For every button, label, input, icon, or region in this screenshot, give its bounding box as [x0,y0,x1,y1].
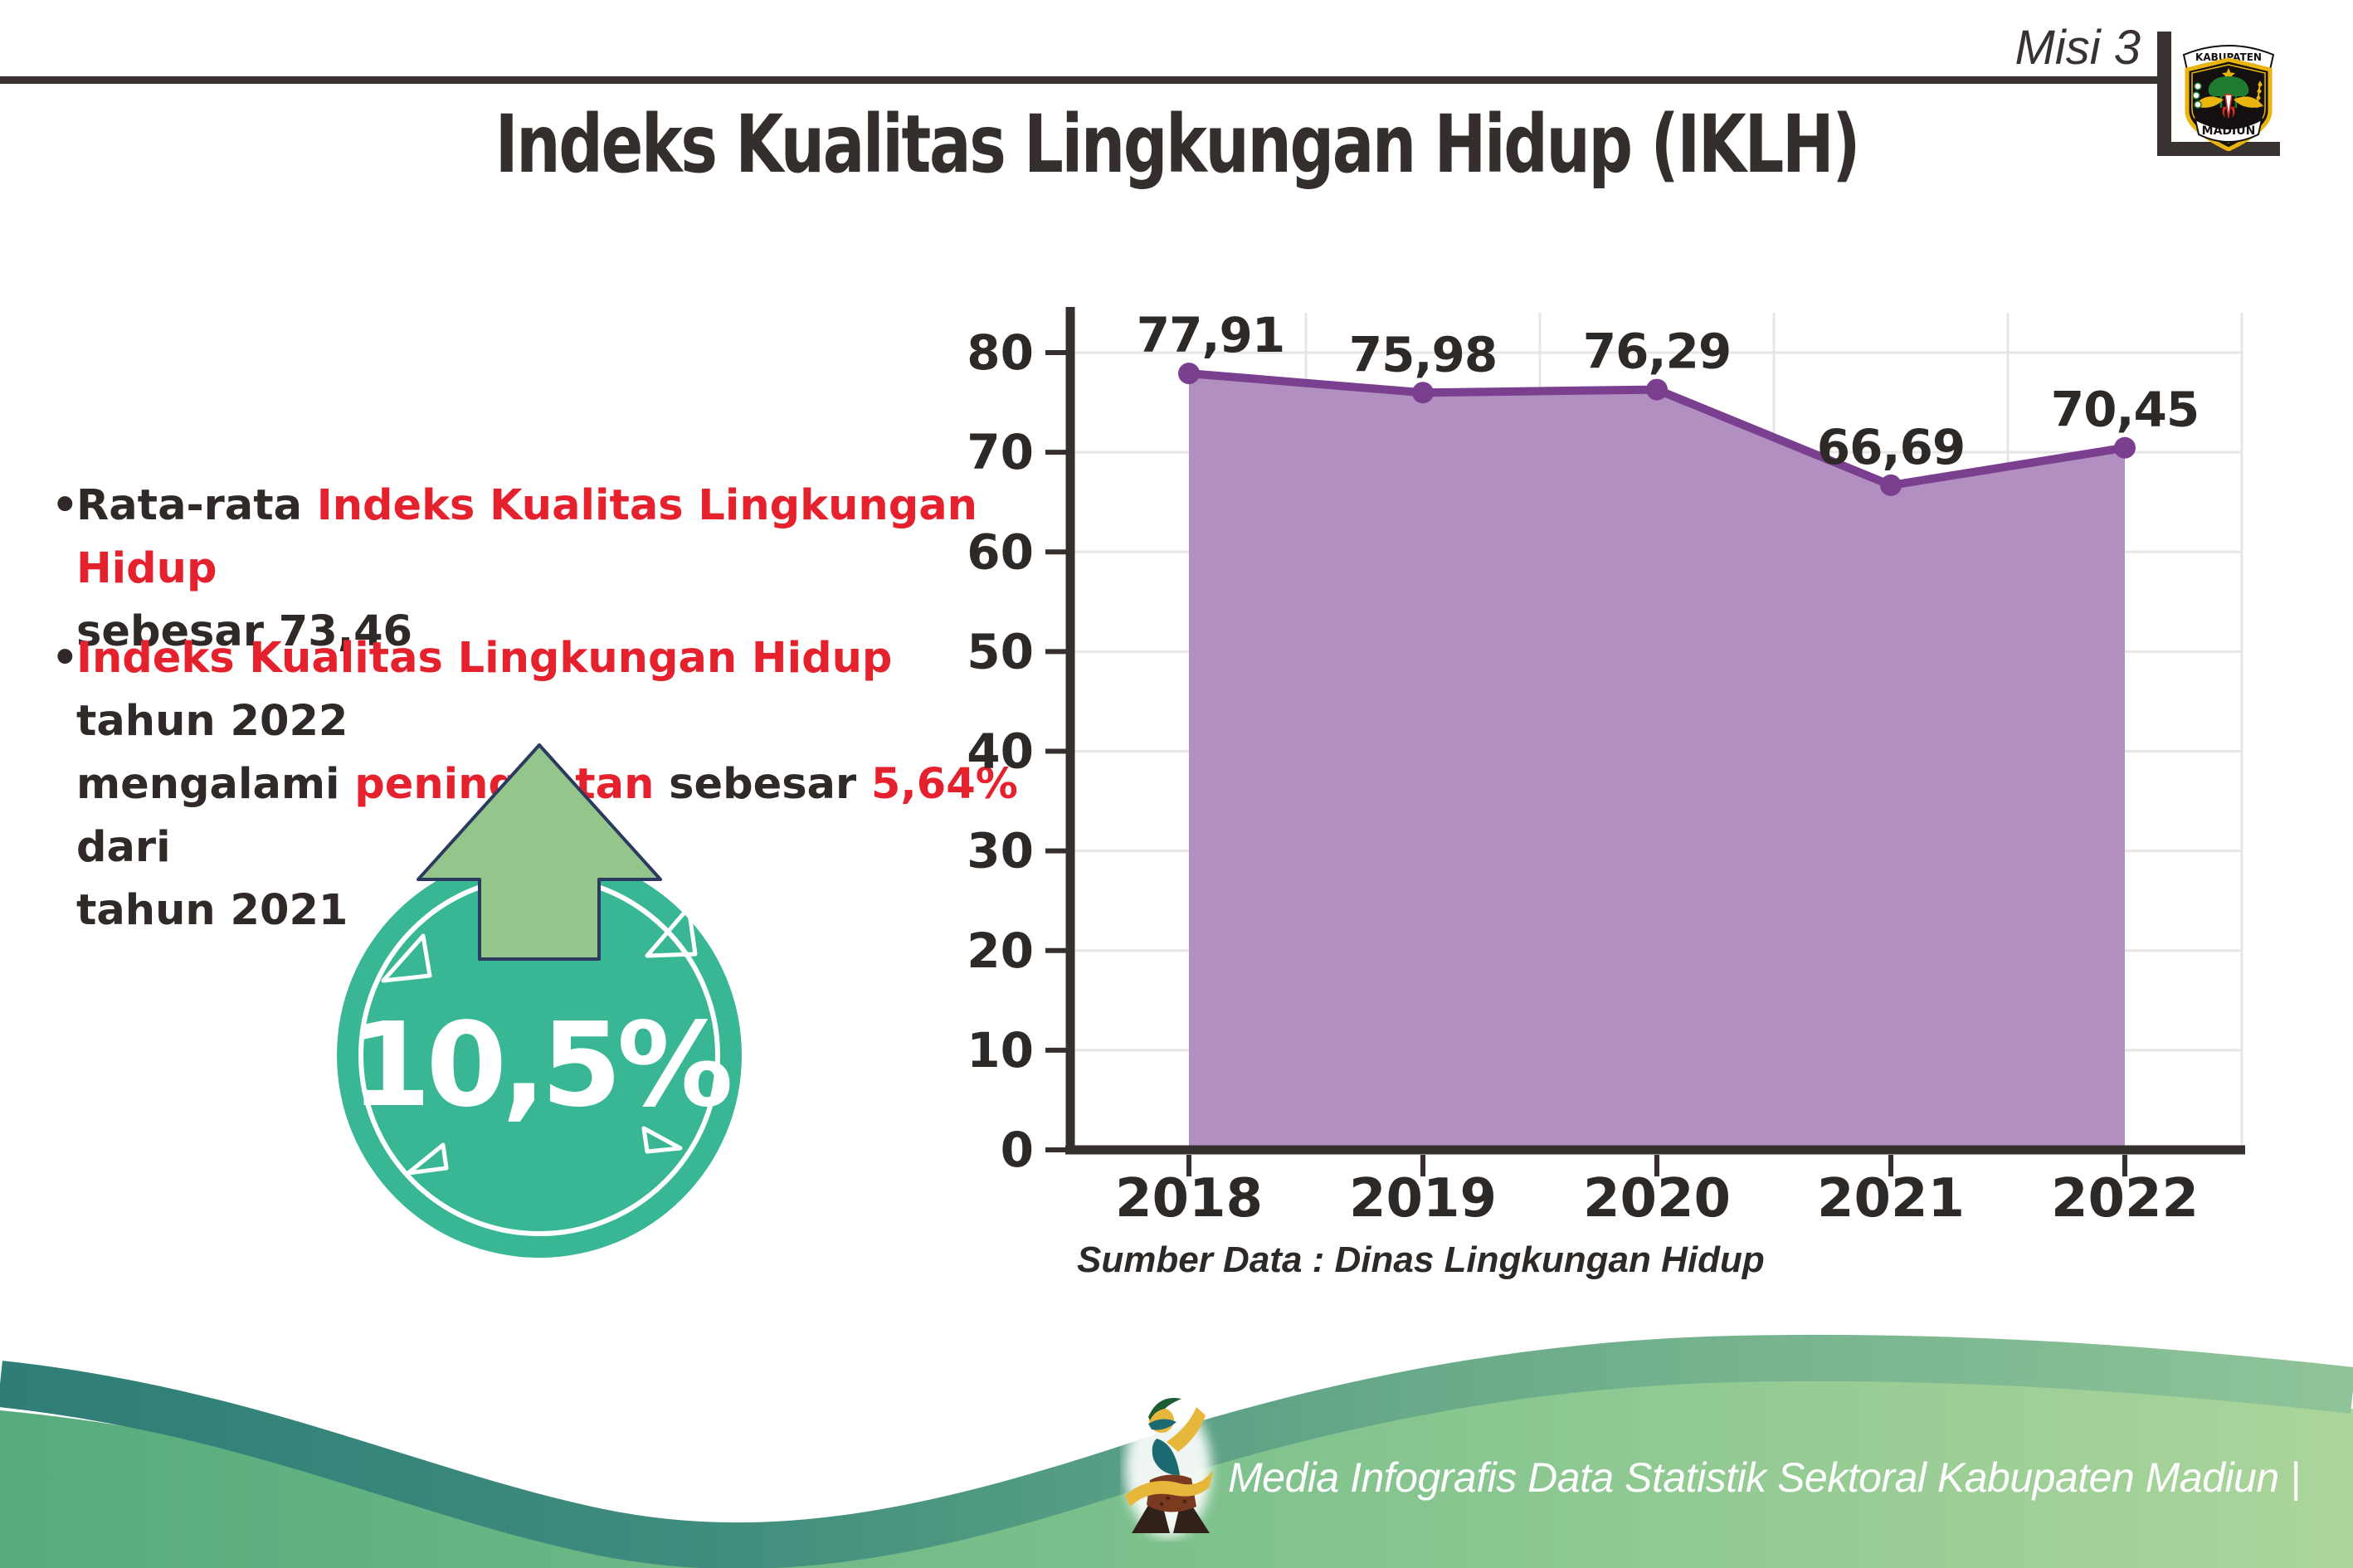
footer-wave-green [0,1377,2353,1568]
misi-label: Misi 3 [2014,21,2141,75]
logo-top-ribbon-text: KABUPATEN [2195,51,2262,63]
triangle-decoration-icon [381,933,432,983]
logo-tree-icon [2208,76,2249,96]
logo-bottom-ribbon-text: MADIUN [2202,124,2256,138]
bullet-dot: • [51,634,79,683]
header-rule [0,76,2159,84]
triangle-decoration-icon [645,905,698,958]
svg-text:20: 20 [967,923,1034,979]
logo-cotton-icon [2194,82,2202,90]
triangle-decoration-icon [641,1126,683,1154]
svg-text:40: 40 [967,723,1034,780]
mascot-icon [1125,1397,1213,1537]
svg-text:10: 10 [967,1022,1034,1079]
svg-text:66,69: 66,69 [1817,419,1965,475]
chart-source-note: Sumber Data : Dinas Lingkungan Hidup [1077,1239,1765,1280]
svg-text:0: 0 [1001,1122,1034,1178]
percentage-badge: 10,5% [337,743,742,1258]
svg-text:2018: 2018 [1115,1168,1263,1230]
footer-caption: Media Infografis Data Statistik Sektoral… [1228,1454,2301,1501]
up-arrow-icon [417,743,662,961]
svg-text:76,29: 76,29 [1583,324,1731,380]
svg-text:50: 50 [967,623,1034,679]
logo-kris-icon [2224,94,2233,119]
svg-text:2020: 2020 [1583,1168,1731,1230]
svg-text:2022: 2022 [2051,1168,2199,1230]
logo-frame-horizontal [2157,142,2280,156]
svg-text:70,45: 70,45 [2051,382,2199,438]
badge-value: 10,5% [350,998,729,1133]
kabupaten-madiun-logo-icon: KABUPATEN MADIUN [2182,45,2275,151]
svg-text:77,91: 77,91 [1137,307,1284,363]
svg-text:2019: 2019 [1349,1168,1497,1230]
svg-text:60: 60 [967,523,1034,580]
bullet-text: Rata-rata Indeks Kualitas Lingkungan Hid… [76,481,977,656]
logo-frame-vertical [2157,32,2171,156]
logo-bottom-ribbon [2194,118,2263,143]
svg-text:30: 30 [967,823,1034,879]
triangle-decoration-icon [406,1142,449,1176]
svg-text:75,98: 75,98 [1349,326,1497,382]
page-title: Indeks Kualitas Lingkungan Hidup (IKLH) [494,98,1860,191]
svg-text:70: 70 [967,424,1034,480]
svg-text:2021: 2021 [1817,1168,1965,1230]
svg-text:80: 80 [967,324,1034,381]
bullet-dot: • [51,481,79,530]
badge-circle [337,853,742,1258]
bullet-item-average-iklh: • Rata-rata Indeks Kualitas Lingkungan H… [51,475,1022,664]
